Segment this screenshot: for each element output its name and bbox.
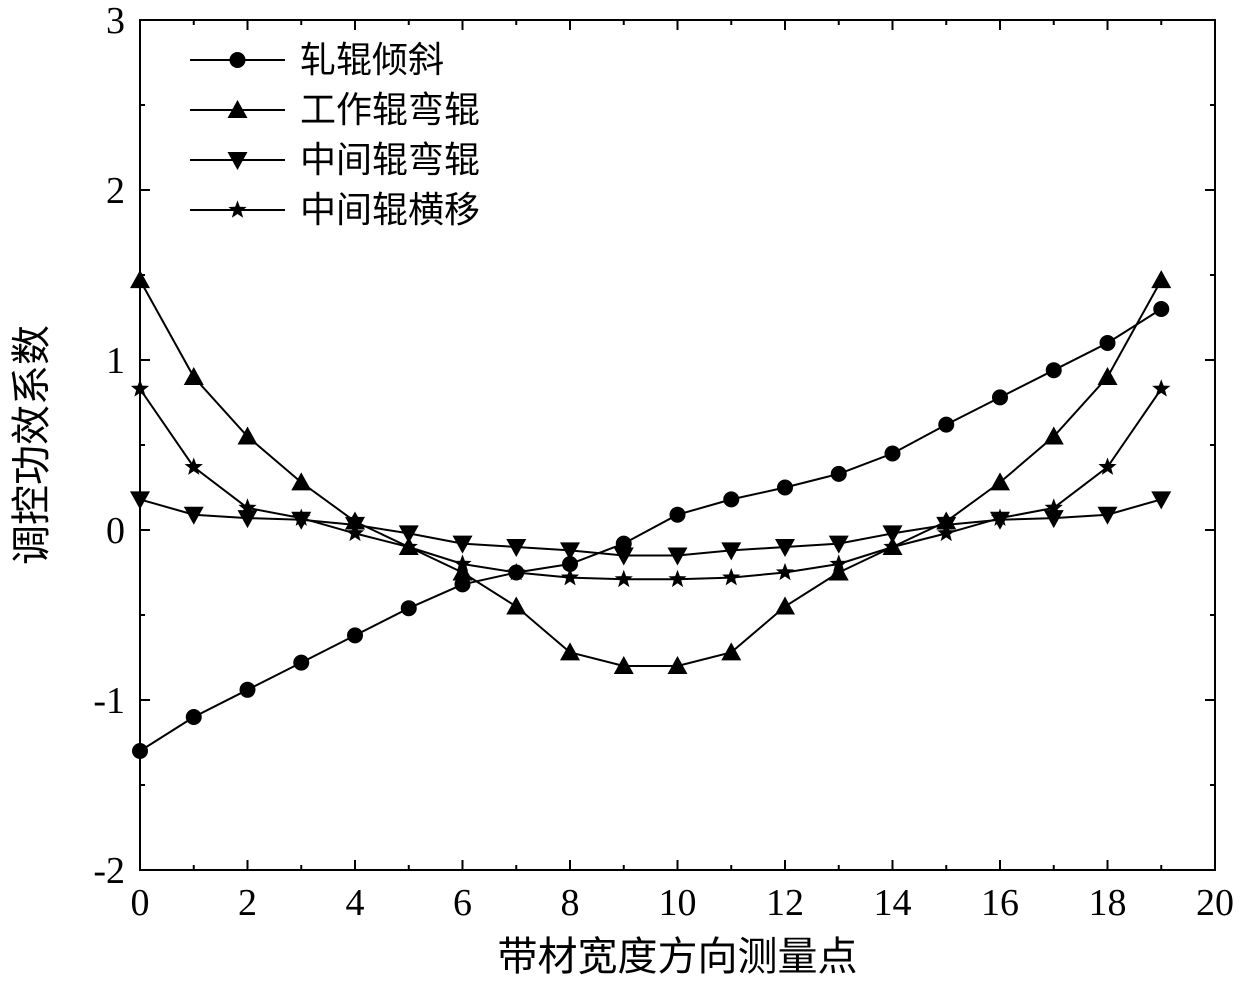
x-tick-label: 2 (238, 882, 257, 924)
x-tick-label: 0 (131, 882, 150, 924)
series-1 (130, 270, 1171, 674)
x-tick-label: 12 (766, 882, 804, 924)
legend-item-label: 中间辊弯辊 (300, 140, 480, 180)
x-tick-label: 6 (453, 882, 472, 924)
line-chart: 02468101214161820-2-10123带材宽度方向测量点调控功效系数… (0, 0, 1240, 985)
series-0 (132, 301, 1169, 759)
chart-container: 02468101214161820-2-10123带材宽度方向测量点调控功效系数… (0, 0, 1240, 985)
x-tick-label: 16 (981, 882, 1019, 924)
x-tick-label: 4 (346, 882, 365, 924)
y-tick-label: 3 (106, 0, 125, 42)
y-tick-label: 2 (106, 170, 125, 212)
y-tick-label: 0 (106, 510, 125, 552)
legend-item-label: 轧辊倾斜 (300, 40, 444, 80)
x-tick-label: 20 (1196, 882, 1234, 924)
x-tick-label: 14 (874, 882, 912, 924)
x-axis-label: 带材宽度方向测量点 (498, 934, 858, 979)
y-tick-label: 1 (106, 340, 125, 382)
y-tick-label: -1 (93, 680, 125, 722)
x-tick-label: 8 (561, 882, 580, 924)
legend-item-label: 中间辊横移 (300, 190, 480, 230)
y-tick-label: -2 (93, 850, 125, 892)
legend: 轧辊倾斜工作辊弯辊中间辊弯辊中间辊横移 (190, 40, 480, 230)
x-tick-label: 10 (659, 882, 697, 924)
y-axis-label: 调控功效系数 (9, 325, 54, 565)
x-tick-label: 18 (1089, 882, 1127, 924)
legend-item-label: 工作辊弯辊 (300, 90, 480, 130)
